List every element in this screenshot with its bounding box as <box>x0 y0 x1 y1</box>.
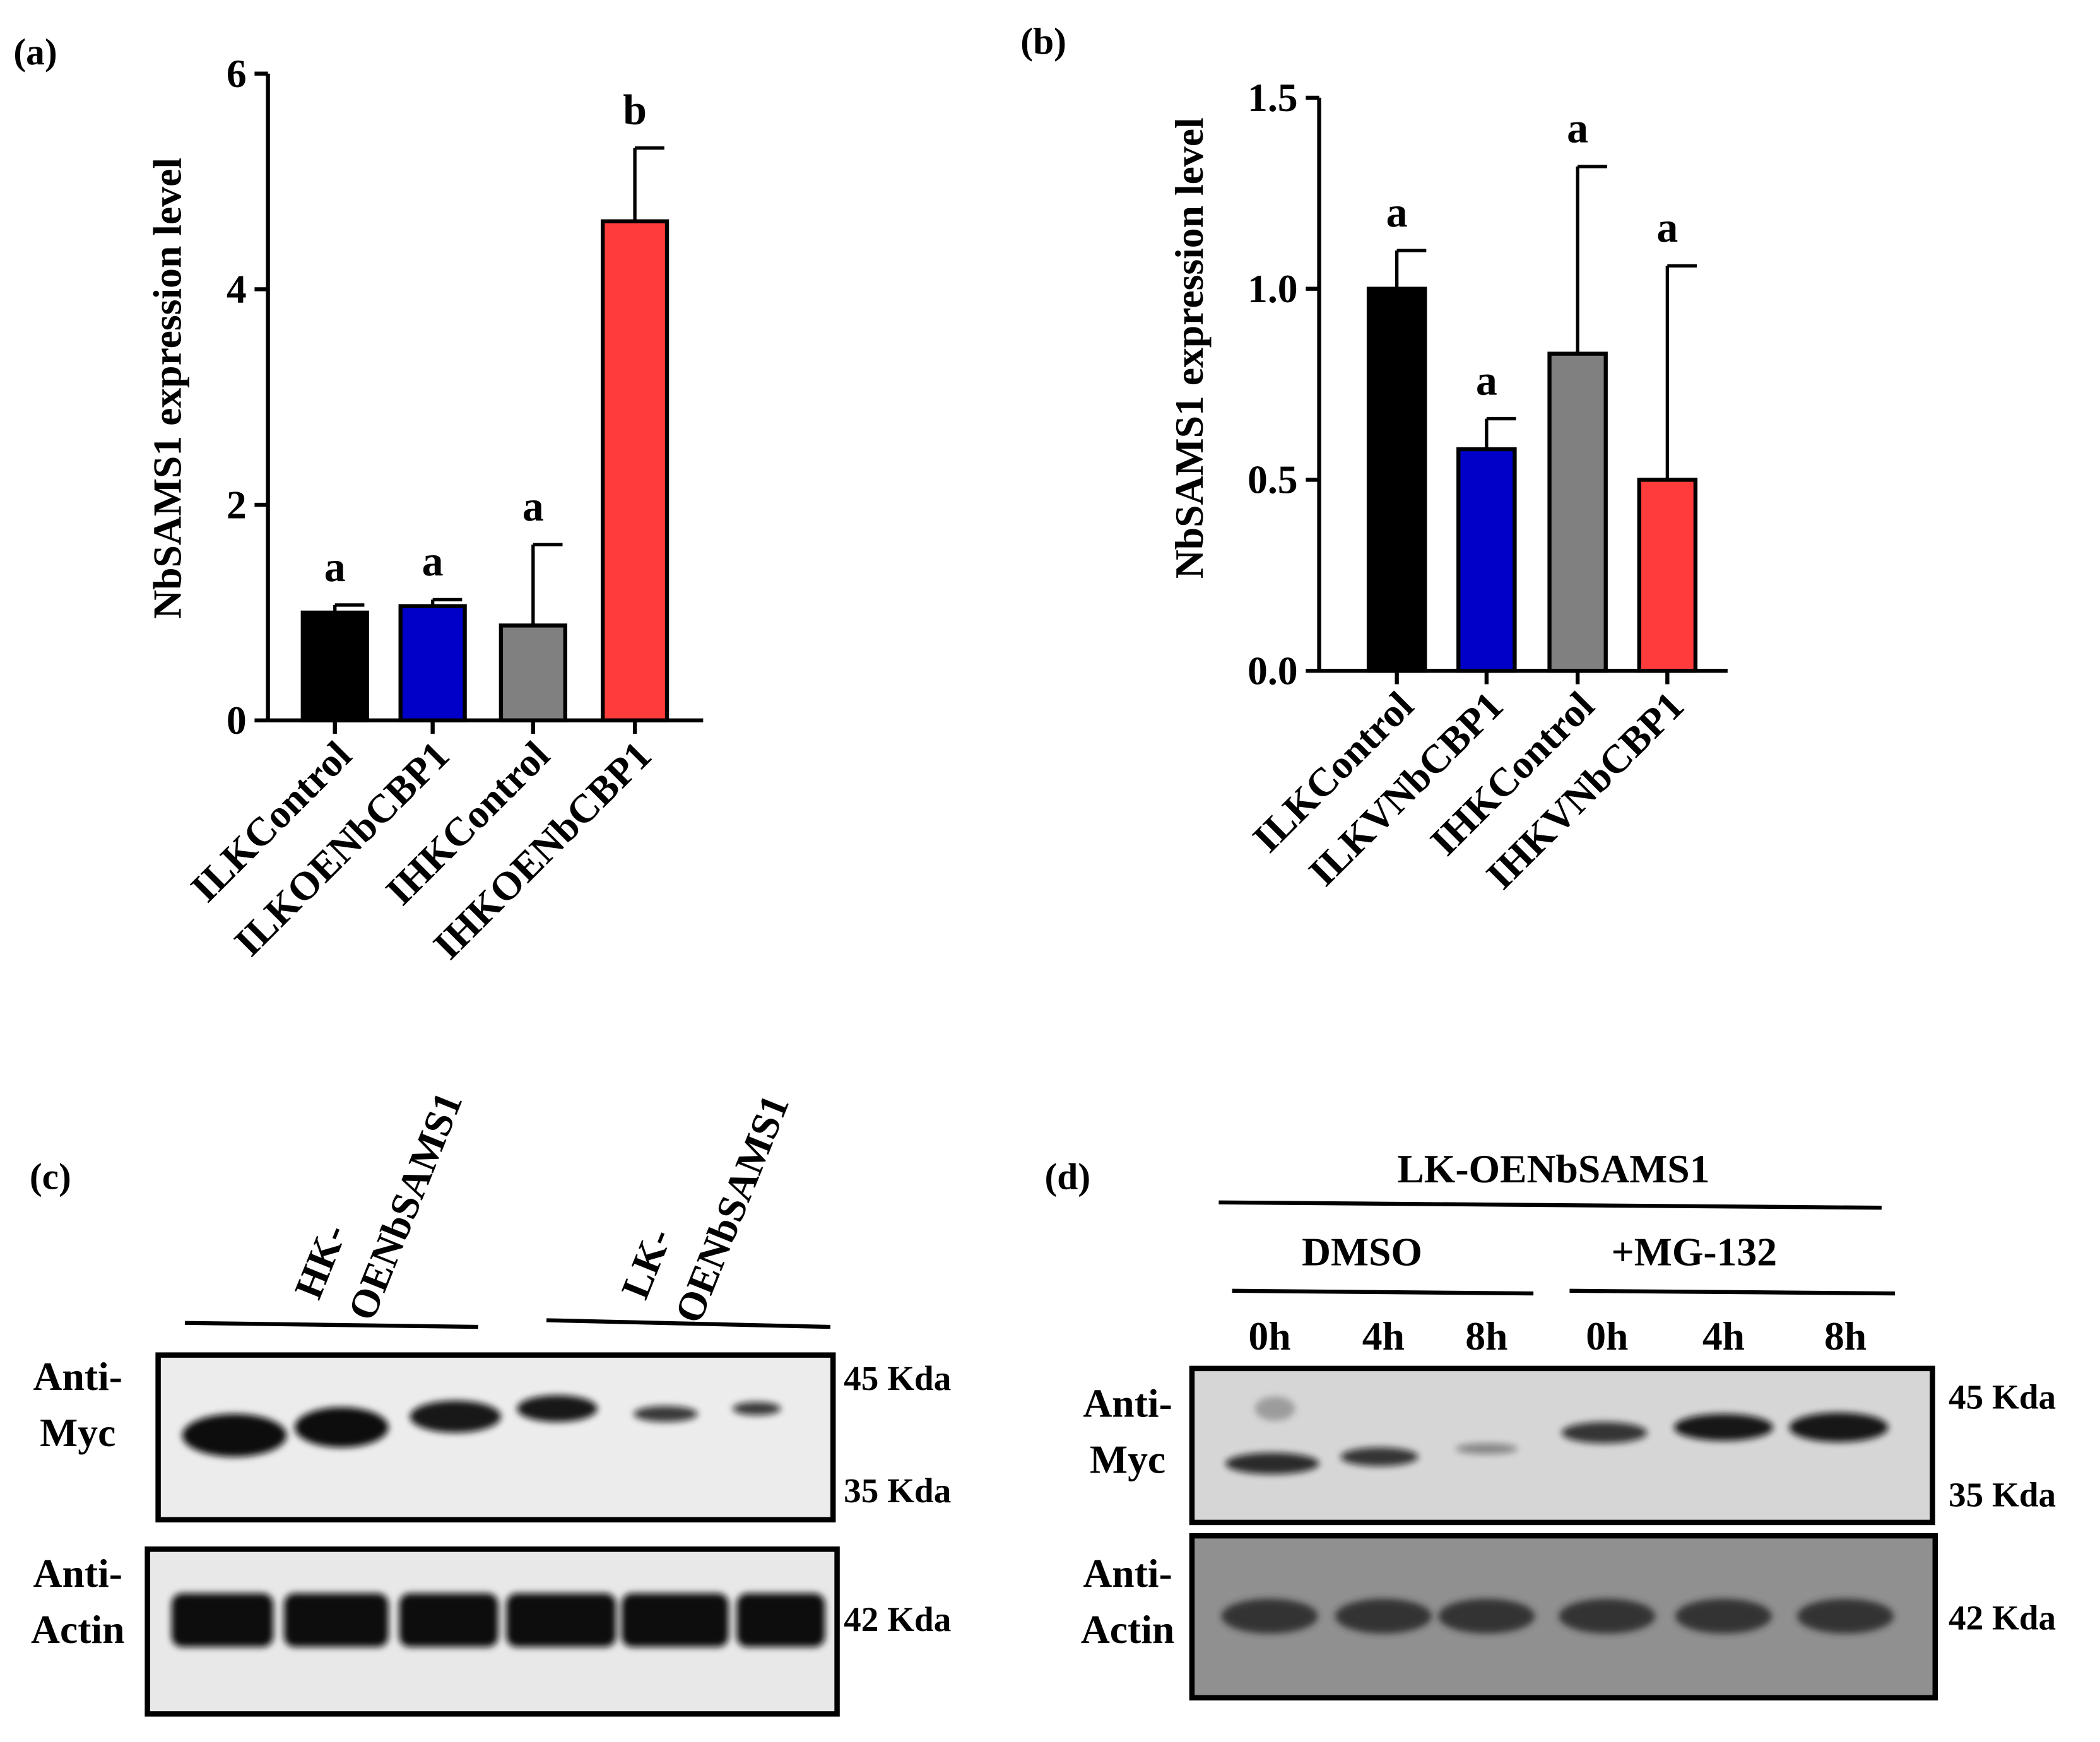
y-axis-label: NbSAMS1 expression level <box>145 158 190 619</box>
band <box>621 1593 729 1647</box>
bar <box>1366 286 1427 673</box>
antibody-label: Anti- <box>33 1354 122 1399</box>
significance-letter: a <box>324 543 346 591</box>
bar <box>300 610 369 722</box>
antibody-label: Anti- <box>1083 1551 1172 1596</box>
band <box>399 1593 498 1647</box>
panel-label: (d) <box>1045 1156 1091 1198</box>
y-tick-label: 0.0 <box>1248 648 1298 693</box>
antibody-label: Actin <box>1081 1607 1175 1652</box>
band <box>171 1593 274 1647</box>
group-line <box>185 1321 478 1329</box>
significance-letter: b <box>623 85 647 133</box>
band <box>1225 1452 1319 1474</box>
lane-label: 4h <box>1362 1314 1405 1358</box>
lane-label: 8h <box>1465 1314 1507 1358</box>
y-tick-label: 1.0 <box>1248 266 1298 311</box>
band <box>506 1593 616 1647</box>
band <box>284 1593 389 1647</box>
significance-letter: a <box>1656 203 1678 251</box>
band <box>410 1400 501 1433</box>
lane-label: 0h <box>1248 1314 1290 1358</box>
y-tick-label: 1.5 <box>1248 75 1298 120</box>
lane-label: LK- <box>612 1222 680 1305</box>
bar <box>1456 447 1517 673</box>
bar <box>1547 351 1608 673</box>
lane-label: 8h <box>1824 1314 1867 1358</box>
panel-label: (a) <box>13 31 57 73</box>
band <box>1340 1447 1419 1466</box>
antibody-label: Anti- <box>33 1551 122 1596</box>
y-tick-label: 0 <box>227 698 247 743</box>
y-tick-label: 6 <box>227 51 247 96</box>
band <box>517 1395 598 1422</box>
band <box>1456 1443 1518 1454</box>
size-marker: 45 Kda <box>844 1359 951 1398</box>
lane-label: 4h <box>1702 1314 1745 1358</box>
lane-label: HK- <box>285 1218 355 1305</box>
significance-letter: a <box>522 482 544 530</box>
band <box>736 1593 825 1647</box>
bar <box>498 623 567 722</box>
band <box>182 1414 287 1457</box>
lane-label: OENbSAMS1 <box>666 1088 798 1329</box>
treatment-label: +MG-132 <box>1612 1229 1778 1274</box>
antibody-label: Myc <box>1090 1437 1165 1481</box>
y-tick-label: 0.5 <box>1248 457 1298 502</box>
group-line <box>1218 1200 1882 1210</box>
band <box>295 1407 389 1448</box>
band <box>1797 1598 1894 1634</box>
band <box>733 1401 781 1416</box>
size-marker: 35 Kda <box>1949 1475 2056 1514</box>
band <box>633 1406 698 1422</box>
y-axis-label: NbSAMS1 expression level <box>1167 117 1212 579</box>
group-line <box>546 1318 831 1329</box>
band <box>1561 1421 1648 1444</box>
band <box>1221 1598 1318 1634</box>
band <box>1335 1598 1432 1634</box>
band <box>1789 1412 1889 1442</box>
size-marker: 42 Kda <box>844 1600 951 1639</box>
group-line <box>1232 1288 1534 1296</box>
bar <box>600 219 670 722</box>
y-tick-label: 4 <box>227 267 247 312</box>
lane-label: 0h <box>1586 1314 1628 1358</box>
antibody-label: Myc <box>40 1410 115 1455</box>
band <box>1675 1598 1772 1634</box>
band <box>1254 1396 1295 1421</box>
panel-label: (c) <box>30 1156 71 1198</box>
antibody-label: Actin <box>31 1607 125 1652</box>
size-marker: 35 Kda <box>844 1471 951 1510</box>
y-tick-label: 2 <box>227 482 247 527</box>
significance-letter: a <box>422 537 444 585</box>
group-line <box>1569 1288 1896 1296</box>
size-marker: 42 Kda <box>1949 1599 2056 1637</box>
construct-label: LK-OENbSAMS1 <box>1397 1146 1709 1191</box>
band <box>1673 1414 1773 1441</box>
bar <box>1637 478 1698 673</box>
antibody-label: Anti- <box>1083 1380 1172 1425</box>
blot-frame <box>1189 1365 1935 1526</box>
significance-letter: a <box>1476 356 1497 404</box>
significance-letter: a <box>1386 188 1408 236</box>
panel-label: (b) <box>1020 20 1066 62</box>
treatment-label: DMSO <box>1302 1229 1422 1274</box>
bar <box>398 604 467 722</box>
band <box>1438 1598 1535 1634</box>
band <box>1559 1598 1656 1634</box>
significance-letter: a <box>1567 104 1588 152</box>
lane-label: OENbSAMS1 <box>339 1086 471 1326</box>
size-marker: 45 Kda <box>1949 1378 2056 1416</box>
